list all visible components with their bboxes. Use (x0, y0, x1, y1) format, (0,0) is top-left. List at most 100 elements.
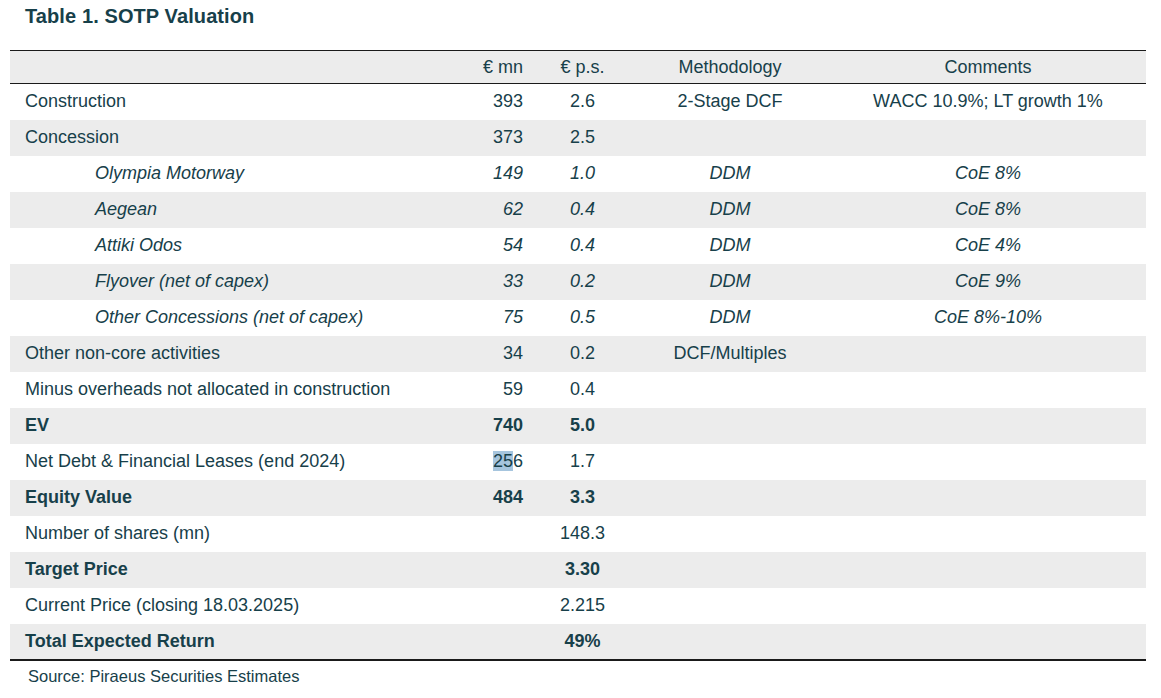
column-header-methodology: Methodology (630, 51, 830, 84)
table-row: Net Debt & Financial Leases (end 2024)25… (10, 444, 1146, 480)
cell-eur-ps: 5.0 (535, 408, 630, 444)
cell-eur-ps: 148.3 (535, 516, 630, 552)
cell-label: EV (10, 408, 455, 444)
sotp-valuation-table: € mn € p.s. Methodology Comments Constru… (10, 50, 1146, 661)
table-row: Attiki Odos540.4DDMCoE 4% (10, 228, 1146, 264)
source-note: Source: Piraeus Securities Estimates (28, 667, 299, 686)
cell-label: Olympia Motorway (10, 156, 455, 192)
table-body: Construction3932.62-Stage DCFWACC 10.9%;… (10, 84, 1146, 660)
cell-methodology (630, 552, 830, 588)
cell-comments (830, 588, 1146, 624)
cell-comments (830, 444, 1146, 480)
cell-eur-mn: 740 (455, 408, 535, 444)
cell-eur-ps: 3.30 (535, 552, 630, 588)
cell-eur-mn: 373 (455, 120, 535, 156)
table-row: Concession3732.5 (10, 120, 1146, 156)
cell-eur-mn: 393 (455, 84, 535, 120)
cell-label: Flyover (net of capex) (10, 264, 455, 300)
cell-methodology (630, 372, 830, 408)
cell-eur-ps: 0.4 (535, 228, 630, 264)
cell-eur-ps: 0.2 (535, 264, 630, 300)
cell-label: Concession (10, 120, 455, 156)
cell-eur-mn (455, 516, 535, 552)
cell-eur-ps: 0.5 (535, 300, 630, 336)
cell-label: Current Price (closing 18.03.2025) (10, 588, 455, 624)
cell-methodology: DCF/Multiples (630, 336, 830, 372)
cell-methodology (630, 480, 830, 516)
cell-methodology: DDM (630, 228, 830, 264)
cell-comments (830, 552, 1146, 588)
cell-eur-ps: 49% (535, 624, 630, 660)
cell-eur-ps: 3.3 (535, 480, 630, 516)
cell-comments (830, 624, 1146, 660)
cell-methodology (630, 588, 830, 624)
cell-comments: CoE 8%-10% (830, 300, 1146, 336)
cell-eur-mn: 62 (455, 192, 535, 228)
table-row: Construction3932.62-Stage DCFWACC 10.9%;… (10, 84, 1146, 120)
cell-eur-ps: 1.7 (535, 444, 630, 480)
cell-eur-ps: 2.6 (535, 84, 630, 120)
cell-label: Other Concessions (net of capex) (10, 300, 455, 336)
cell-comments: CoE 4% (830, 228, 1146, 264)
cell-methodology: DDM (630, 264, 830, 300)
cell-label: Target Price (10, 552, 455, 588)
table-row: Aegean620.4DDMCoE 8% (10, 192, 1146, 228)
cell-methodology (630, 408, 830, 444)
cell-eur-mn: 33 (455, 264, 535, 300)
cell-label: Minus overheads not allocated in constru… (10, 372, 455, 408)
table-row: Flyover (net of capex)330.2DDMCoE 9% (10, 264, 1146, 300)
cell-eur-mn (455, 552, 535, 588)
cell-comments (830, 408, 1146, 444)
cell-eur-ps: 0.4 (535, 192, 630, 228)
cell-label: Number of shares (mn) (10, 516, 455, 552)
cell-comments (830, 480, 1146, 516)
table-row: Olympia Motorway1491.0DDMCoE 8% (10, 156, 1146, 192)
cell-comments: CoE 8% (830, 156, 1146, 192)
cell-eur-mn: 149 (455, 156, 535, 192)
table-row: Other Concessions (net of capex)750.5DDM… (10, 300, 1146, 336)
cell-label: Attiki Odos (10, 228, 455, 264)
cell-eur-mn (455, 588, 535, 624)
cell-eur-ps: 0.4 (535, 372, 630, 408)
cell-eur-mn (455, 624, 535, 660)
cell-eur-mn: 34 (455, 336, 535, 372)
cell-label: Aegean (10, 192, 455, 228)
cell-eur-mn: 75 (455, 300, 535, 336)
column-header-label (10, 51, 455, 84)
table-row: Minus overheads not allocated in constru… (10, 372, 1146, 408)
column-header-comments: Comments (830, 51, 1146, 84)
table-header-row: € mn € p.s. Methodology Comments (10, 51, 1146, 84)
cell-methodology: DDM (630, 156, 830, 192)
cell-comments: CoE 9% (830, 264, 1146, 300)
cell-eur-ps: 1.0 (535, 156, 630, 192)
cell-methodology: DDM (630, 300, 830, 336)
cell-label: Net Debt & Financial Leases (end 2024) (10, 444, 455, 480)
table-row: Equity Value4843.3 (10, 480, 1146, 516)
table-row: Total Expected Return 49% (10, 624, 1146, 660)
cell-eur-mn: 54 (455, 228, 535, 264)
cell-comments (830, 336, 1146, 372)
cell-methodology (630, 120, 830, 156)
cell-eur-ps: 0.2 (535, 336, 630, 372)
cell-eur-ps: 2.215 (535, 588, 630, 624)
cell-methodology (630, 444, 830, 480)
cell-label: Other non-core activities (10, 336, 455, 372)
table-row: Current Price (closing 18.03.2025) 2.215 (10, 588, 1146, 624)
cell-methodology: 2-Stage DCF (630, 84, 830, 120)
cell-comments (830, 372, 1146, 408)
table-row: Other non-core activities340.2DCF/Multip… (10, 336, 1146, 372)
cell-eur-mn: 256 (455, 444, 535, 480)
column-header-eur-ps: € p.s. (535, 51, 630, 84)
cell-label: Equity Value (10, 480, 455, 516)
text-selection-highlight: 25 (493, 451, 513, 471)
cell-comments (830, 120, 1146, 156)
cell-methodology (630, 624, 830, 660)
cell-eur-ps: 2.5 (535, 120, 630, 156)
cell-comments: CoE 8% (830, 192, 1146, 228)
cell-comments (830, 516, 1146, 552)
table-row: EV7405.0 (10, 408, 1146, 444)
table-title: Table 1. SOTP Valuation (25, 5, 254, 28)
cell-eur-mn: 59 (455, 372, 535, 408)
cell-methodology: DDM (630, 192, 830, 228)
cell-label: Total Expected Return (10, 624, 455, 660)
